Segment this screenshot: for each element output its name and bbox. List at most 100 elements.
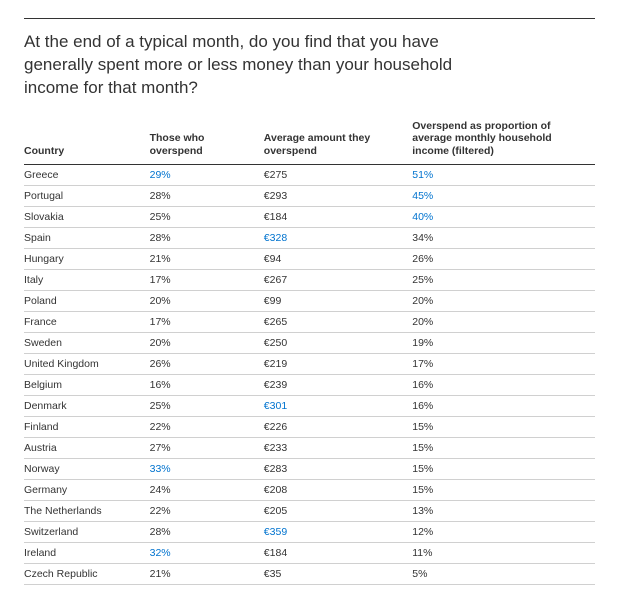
cell-country: Switzerland — [24, 521, 150, 542]
cell-amount: €250 — [264, 332, 412, 353]
col-prop: Overspend as proportion of average month… — [412, 120, 595, 164]
table-row: Switzerland28%€35912% — [24, 521, 595, 542]
cell-overspend: 20% — [150, 290, 264, 311]
cell-country: Ireland — [24, 542, 150, 563]
cell-amount: €184 — [264, 206, 412, 227]
cell-amount: €205 — [264, 500, 412, 521]
table-row: The Netherlands22%€20513% — [24, 500, 595, 521]
table-row: Denmark25%€30116% — [24, 395, 595, 416]
cell-prop: 20% — [412, 290, 595, 311]
cell-prop: 15% — [412, 416, 595, 437]
table-row: Austria27%€23315% — [24, 437, 595, 458]
cell-country: Norway — [24, 458, 150, 479]
cell-prop: 19% — [412, 332, 595, 353]
cell-prop: 12% — [412, 521, 595, 542]
table-row: Portugal28%€29345% — [24, 185, 595, 206]
cell-country: Spain — [24, 227, 150, 248]
cell-overspend: 20% — [150, 332, 264, 353]
table-row: Hungary21%€9426% — [24, 248, 595, 269]
table-row: Norway33%€28315% — [24, 458, 595, 479]
cell-country: Poland — [24, 290, 150, 311]
cell-overspend: 33% — [150, 458, 264, 479]
cell-amount: €283 — [264, 458, 412, 479]
cell-country: Greece — [24, 164, 150, 185]
cell-prop: 26% — [412, 248, 595, 269]
table-row: Sweden20%€25019% — [24, 332, 595, 353]
cell-overspend: 16% — [150, 374, 264, 395]
cell-amount: €265 — [264, 311, 412, 332]
cell-country: Czech Republic — [24, 563, 150, 584]
cell-country: France — [24, 311, 150, 332]
cell-overspend: 29% — [150, 164, 264, 185]
cell-prop: 5% — [412, 563, 595, 584]
table-row: Greece29%€27551% — [24, 164, 595, 185]
cell-prop: 51% — [412, 164, 595, 185]
cell-country: Finland — [24, 416, 150, 437]
cell-country: Austria — [24, 437, 150, 458]
cell-country: Sweden — [24, 332, 150, 353]
cell-amount: €226 — [264, 416, 412, 437]
cell-amount: €94 — [264, 248, 412, 269]
cell-prop: 17% — [412, 353, 595, 374]
table-row: France17%€26520% — [24, 311, 595, 332]
col-country: Country — [24, 120, 150, 164]
cell-prop: 13% — [412, 500, 595, 521]
cell-amount: €184 — [264, 542, 412, 563]
cell-amount: €233 — [264, 437, 412, 458]
cell-country: Hungary — [24, 248, 150, 269]
cell-amount: €275 — [264, 164, 412, 185]
cell-amount: €219 — [264, 353, 412, 374]
cell-prop: 45% — [412, 185, 595, 206]
cell-overspend: 21% — [150, 563, 264, 584]
cell-overspend: 27% — [150, 437, 264, 458]
cell-overspend: 28% — [150, 227, 264, 248]
cell-amount: €35 — [264, 563, 412, 584]
table-row: Finland22%€22615% — [24, 416, 595, 437]
cell-overspend: 32% — [150, 542, 264, 563]
top-rule — [24, 18, 595, 19]
cell-amount: €267 — [264, 269, 412, 290]
cell-overspend: 25% — [150, 395, 264, 416]
cell-prop: 15% — [412, 437, 595, 458]
table-row: Belgium16%€23916% — [24, 374, 595, 395]
cell-amount: €99 — [264, 290, 412, 311]
cell-overspend: 22% — [150, 500, 264, 521]
col-overspend: Those who overspend — [150, 120, 264, 164]
table-row: Germany24%€20815% — [24, 479, 595, 500]
cell-country: Belgium — [24, 374, 150, 395]
cell-prop: 40% — [412, 206, 595, 227]
table-row: Poland20%€9920% — [24, 290, 595, 311]
cell-prop: 20% — [412, 311, 595, 332]
cell-prop: 15% — [412, 458, 595, 479]
cell-prop: 16% — [412, 395, 595, 416]
table-row: Italy17%€26725% — [24, 269, 595, 290]
cell-overspend: 25% — [150, 206, 264, 227]
cell-amount: €293 — [264, 185, 412, 206]
cell-country: Italy — [24, 269, 150, 290]
cell-overspend: 17% — [150, 311, 264, 332]
cell-prop: 15% — [412, 479, 595, 500]
cell-overspend: 22% — [150, 416, 264, 437]
table-row: Czech Republic21%€355% — [24, 563, 595, 584]
cell-amount: €301 — [264, 395, 412, 416]
cell-overspend: 26% — [150, 353, 264, 374]
cell-country: Portugal — [24, 185, 150, 206]
cell-overspend: 24% — [150, 479, 264, 500]
table-header-row: Country Those who overspend Average amou… — [24, 120, 595, 164]
cell-overspend: 28% — [150, 521, 264, 542]
table-row: United Kingdom26%€21917% — [24, 353, 595, 374]
cell-amount: €359 — [264, 521, 412, 542]
cell-country: Denmark — [24, 395, 150, 416]
cell-prop: 11% — [412, 542, 595, 563]
cell-overspend: 28% — [150, 185, 264, 206]
cell-country: United Kingdom — [24, 353, 150, 374]
cell-overspend: 21% — [150, 248, 264, 269]
overspend-table: Country Those who overspend Average amou… — [24, 120, 595, 585]
cell-prop: 16% — [412, 374, 595, 395]
cell-amount: €239 — [264, 374, 412, 395]
cell-country: Germany — [24, 479, 150, 500]
table-row: Spain28%€32834% — [24, 227, 595, 248]
cell-prop: 34% — [412, 227, 595, 248]
cell-prop: 25% — [412, 269, 595, 290]
page-title: At the end of a typical month, do you fi… — [24, 31, 454, 100]
